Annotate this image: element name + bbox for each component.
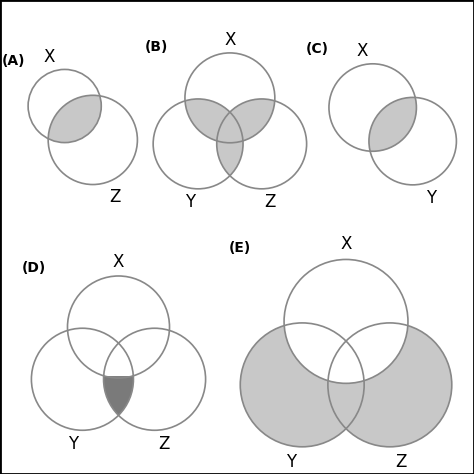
Polygon shape [284,323,346,381]
Text: Y: Y [426,189,437,207]
Text: X: X [113,253,124,271]
Text: X: X [224,30,236,48]
Text: Y: Y [286,453,296,471]
Text: (C): (C) [306,42,329,56]
Text: X: X [44,48,55,66]
Text: Y: Y [185,193,195,211]
Polygon shape [48,95,101,143]
Text: Z: Z [158,435,170,453]
Text: X: X [340,236,352,254]
Text: Y: Y [68,435,78,453]
Polygon shape [230,99,275,141]
Polygon shape [328,323,452,447]
Polygon shape [328,341,364,383]
Text: Z: Z [264,193,275,211]
Text: (A): (A) [2,54,26,68]
Polygon shape [346,323,408,381]
Polygon shape [240,323,364,447]
Polygon shape [103,376,133,415]
Text: X: X [356,42,368,60]
Text: (E): (E) [229,241,251,255]
Polygon shape [217,112,243,143]
Text: Z: Z [109,188,121,206]
Text: Z: Z [395,453,407,471]
Polygon shape [369,98,416,151]
Polygon shape [217,141,243,175]
Polygon shape [185,99,230,141]
Text: (B): (B) [145,40,168,54]
Text: (D): (D) [22,261,46,275]
